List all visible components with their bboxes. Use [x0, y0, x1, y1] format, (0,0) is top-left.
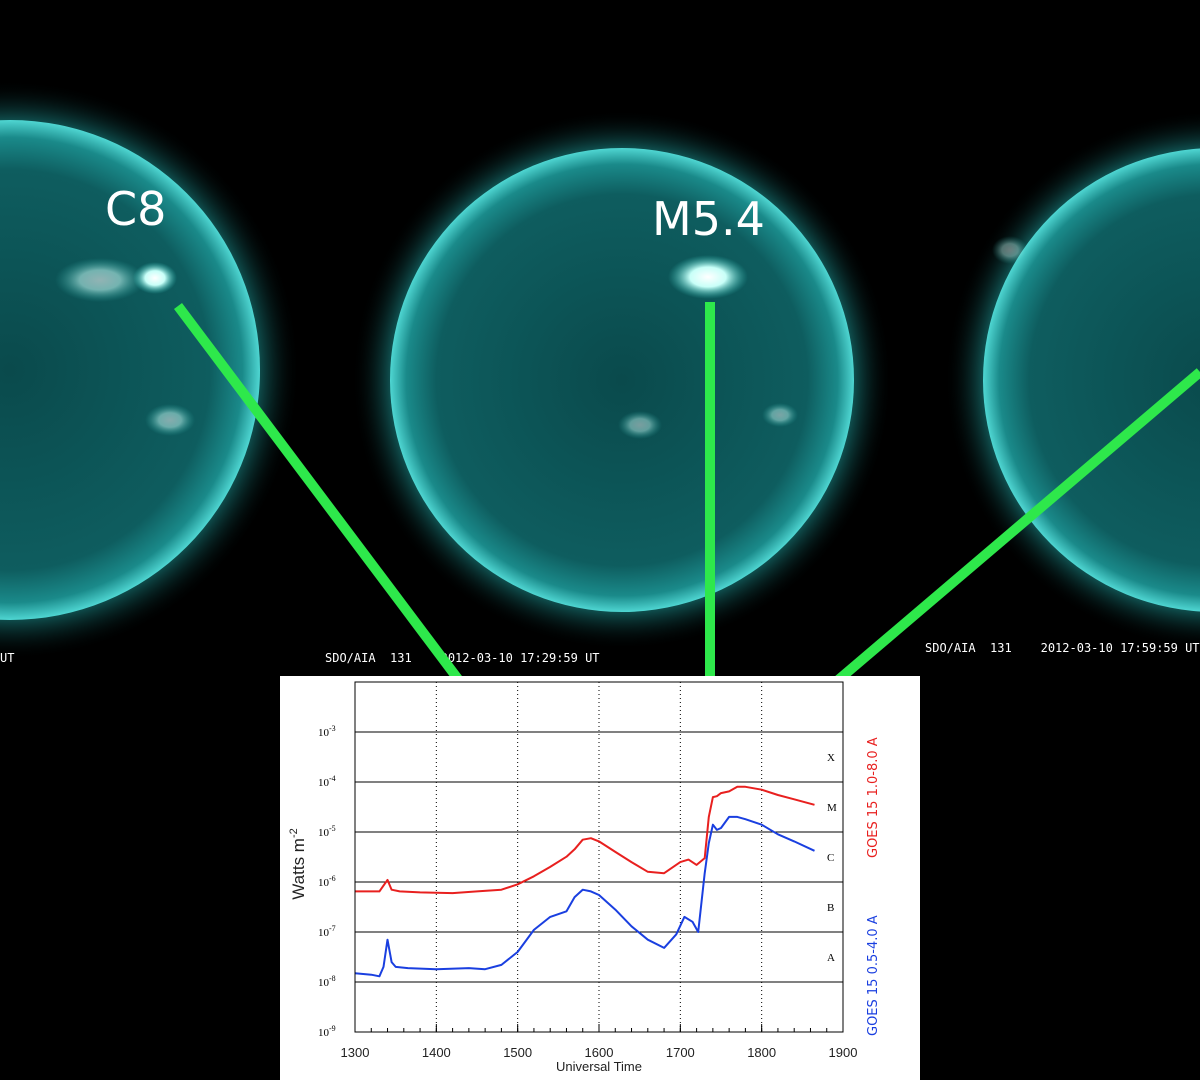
x-tick-label: 1300: [341, 1045, 370, 1060]
goes-chart-svg: 10-310-410-510-610-710-810-9 1300 1400 150…: [288, 681, 881, 1074]
y-tick-base: 10: [318, 927, 330, 939]
x-tick-label: 1600: [585, 1045, 614, 1060]
y-tick-exponent: -4: [329, 774, 336, 783]
x-tick-label: 1800: [747, 1045, 776, 1060]
y-tick-base: 10: [318, 1027, 330, 1039]
x-tick-label: 1700: [666, 1045, 695, 1060]
y-tick-exponent: -8: [329, 974, 336, 983]
plot-frame: [354, 681, 844, 1033]
y-tick-label: 10-6: [318, 874, 336, 889]
y-tick-base: 10: [318, 827, 330, 839]
y-tick-exponent: -6: [329, 874, 336, 883]
y-axis-label-exponent: -2: [288, 828, 300, 838]
sun-disk-right: [945, 110, 1200, 650]
series-label-goes-long: GOES 15 1.0-8.0 A: [866, 737, 881, 858]
y-tick-label: 10-7: [318, 924, 336, 939]
series-line-goes-long: [355, 785, 815, 895]
caption-left: UT: [0, 651, 14, 665]
flare-label-c8: C8: [105, 182, 166, 236]
y-tick-label: 10-3: [318, 724, 336, 739]
series-line-goes-short: [354, 815, 815, 978]
x-tick-label: 1500: [503, 1045, 532, 1060]
goes-xray-flux-chart: 10-3 10-4 10-5 10-6 10-7 10-8 10-9 1300 1400 150…: [280, 676, 920, 1080]
flare-class-c: C: [827, 852, 834, 864]
chart-series: [354, 785, 815, 978]
series-label-goes-short: GOES 15 0.5-4.0 A: [866, 915, 881, 1036]
flare-class-a: A: [827, 952, 835, 964]
y-tick-base: 10: [318, 977, 330, 989]
y-tick-labels: 10-310-410-510-610-710-810-9: [318, 724, 336, 1039]
x-tick-label: 1900: [829, 1045, 858, 1060]
y-tick-label: 10-5: [318, 824, 336, 839]
y-tick-label: 10-9: [318, 1024, 336, 1039]
y-tick-exponent: -3: [329, 724, 336, 733]
x-tick-labels: 1300 1400 1500 1600 1700 1800 1900: [341, 1045, 858, 1060]
flare-class-x: X: [827, 752, 835, 764]
y-tick-label: 10-8: [318, 974, 336, 989]
y-axis-label-base: Watts m: [289, 838, 308, 900]
x-tick-label: 1400: [422, 1045, 451, 1060]
flare-class-m: M: [827, 802, 837, 814]
chart-grid: [354, 682, 844, 1032]
caption-right: SDO/AIA 131 2012-03-10 17:59:59 UT: [925, 641, 1200, 655]
y-tick-exponent: -9: [329, 1024, 336, 1033]
caption-middle: SDO/AIA 131 2012-03-10 17:29:59 UT: [325, 651, 600, 665]
arrow-right-to-curve: [761, 368, 1200, 746]
y-axis-label: Watts m-2: [288, 828, 308, 899]
sun-disk-middle: [352, 110, 892, 650]
flare-class-b: B: [827, 902, 834, 914]
y-tick-exponent: -7: [329, 924, 336, 933]
y-tick-label: 10-4: [318, 774, 336, 789]
flare-class-labels: X M C B A: [827, 752, 837, 964]
y-tick-base: 10: [318, 777, 330, 789]
sun-disk-left: [0, 80, 300, 660]
y-tick-base: 10: [318, 727, 330, 739]
flare-label-m5-4: M5.4: [652, 192, 765, 246]
x-axis-label: Universal Time: [556, 1059, 642, 1074]
y-tick-base: 10: [318, 877, 330, 889]
y-tick-exponent: -5: [329, 824, 336, 833]
